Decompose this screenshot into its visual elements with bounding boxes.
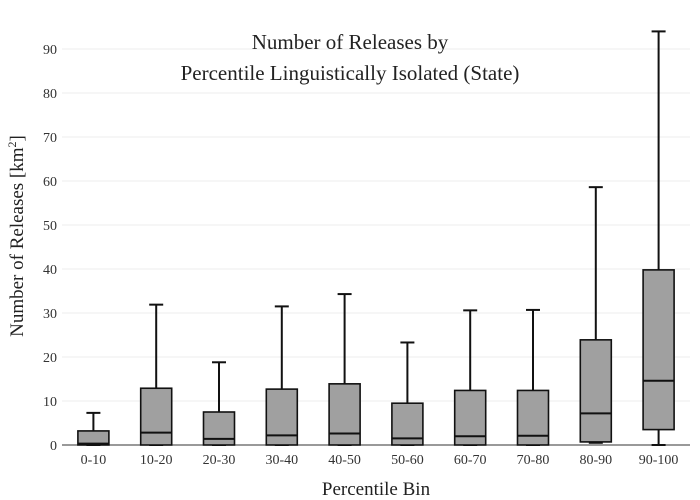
x-tick-label-40-50: 40-50 (328, 453, 361, 468)
box-0-10 (77, 411, 110, 446)
y-tick-label-0: 0 (50, 439, 57, 454)
box-40-50 (328, 293, 361, 446)
y-tick-label-50: 50 (43, 219, 57, 234)
x-axis-title: Percentile Bin (322, 479, 431, 500)
box-20-30 (202, 361, 236, 446)
iqr-box (642, 269, 675, 431)
y-tick-label-10: 10 (43, 395, 57, 410)
box-series (77, 30, 675, 446)
y-tick-label-40: 40 (43, 263, 57, 278)
x-tick-label-30-40: 30-40 (265, 453, 298, 468)
y-tick-label-70: 70 (43, 131, 57, 146)
x-tick-label-90-100: 90-100 (639, 453, 679, 468)
x-tick-label-70-80: 70-80 (517, 453, 550, 468)
iqr-box (579, 339, 613, 443)
y-axis-title-main: Number of Releases [km (7, 147, 28, 337)
y-tick-label-80: 80 (43, 87, 57, 102)
box-10-20 (139, 303, 173, 446)
y-axis-title-end: ] (7, 135, 28, 141)
box-30-40 (265, 305, 299, 446)
x-tick-label-80-90: 80-90 (579, 453, 612, 468)
y-tick-label-90: 90 (43, 43, 57, 58)
x-tick-label-50-60: 50-60 (391, 453, 424, 468)
y-tick-label-30: 30 (43, 307, 57, 322)
y-axis-title: Number of Releases [km2] (5, 135, 28, 337)
iqr-box (265, 388, 299, 446)
box-80-90 (579, 186, 613, 444)
box-90-100 (642, 30, 675, 446)
x-tick-label-20-30: 20-30 (203, 453, 236, 468)
x-tick-label-60-70: 60-70 (454, 453, 487, 468)
box-60-70 (453, 309, 487, 446)
y-tick-label-60: 60 (43, 175, 57, 190)
iqr-box (516, 389, 550, 446)
box-70-80 (516, 308, 550, 446)
iqr-box (77, 430, 110, 446)
y-tick-label-20: 20 (43, 351, 57, 366)
grid-lines (62, 48, 690, 446)
chart-title-line-1: Number of Releases by (252, 30, 449, 54)
iqr-box (139, 387, 173, 446)
x-tick-label-10-20: 10-20 (140, 453, 173, 468)
iqr-box (202, 411, 236, 446)
box-50-60 (391, 341, 424, 446)
y-axis-title-superscript: 2 (5, 141, 19, 147)
chart-title-line-2: Percentile Linguistically Isolated (Stat… (181, 61, 520, 85)
x-tick-label-0-10: 0-10 (81, 453, 107, 468)
iqr-box (328, 383, 361, 446)
y-axis-ticks: 0 10 20 30 40 50 60 70 80 90 (43, 43, 57, 454)
x-axis-ticks: 0-10 10-20 20-30 30-40 40-50 50-60 60-70 70-80 8… (81, 453, 679, 468)
